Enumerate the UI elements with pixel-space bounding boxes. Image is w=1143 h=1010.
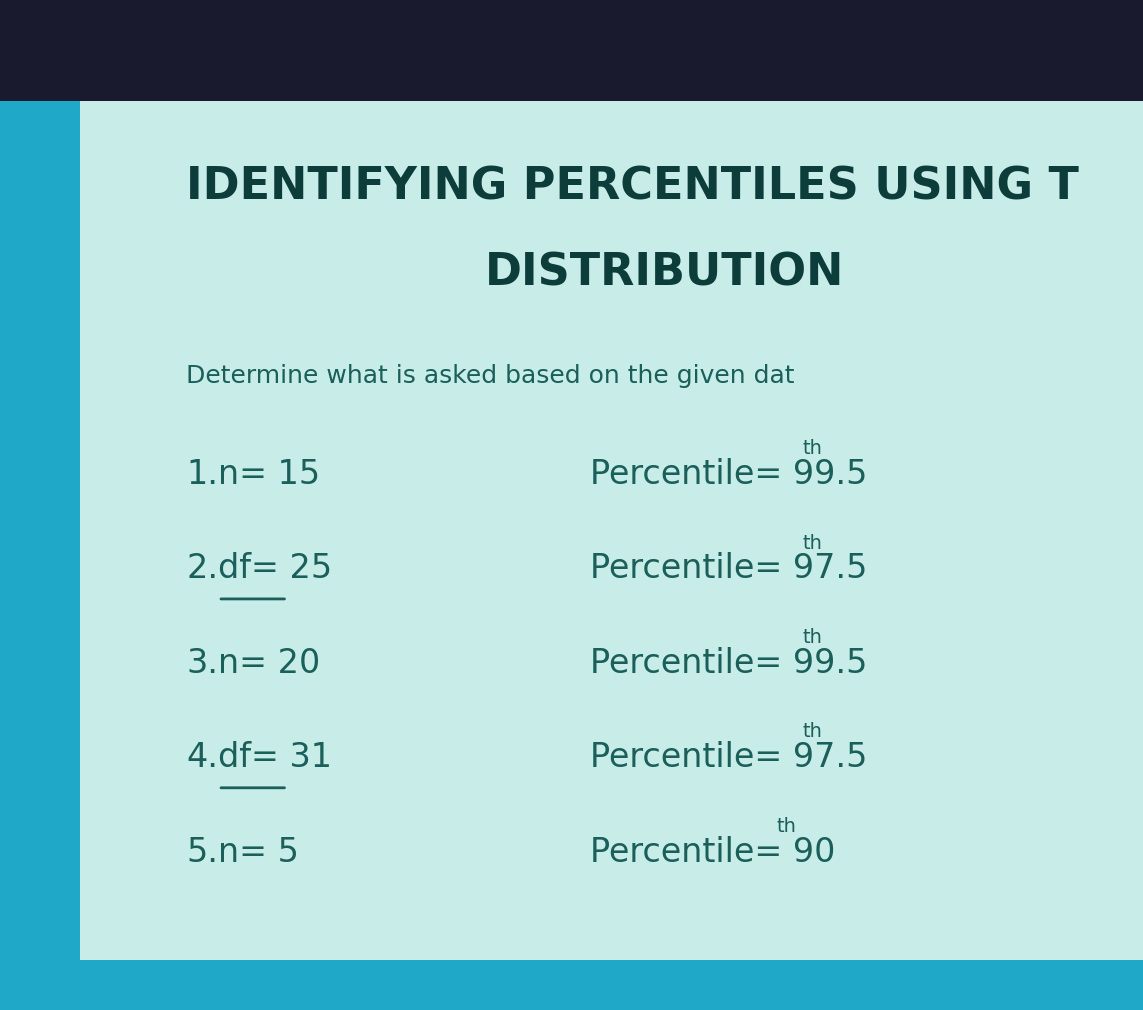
- Text: df= 31: df= 31: [218, 741, 333, 775]
- Text: th: th: [802, 628, 823, 647]
- Text: 5.: 5.: [186, 835, 218, 869]
- Text: 4.: 4.: [186, 741, 218, 775]
- Text: df= 25: df= 25: [218, 552, 333, 586]
- Text: th: th: [802, 533, 823, 552]
- Text: 2.: 2.: [186, 552, 218, 586]
- Text: th: th: [776, 817, 797, 836]
- Text: 3.: 3.: [186, 646, 218, 680]
- Text: Percentile= 90: Percentile= 90: [590, 835, 836, 869]
- Text: n= 5: n= 5: [218, 835, 299, 869]
- Text: Determine what is asked based on the given dat: Determine what is asked based on the giv…: [186, 364, 794, 388]
- Text: Percentile= 97.5: Percentile= 97.5: [590, 552, 868, 586]
- Text: Percentile= 99.5: Percentile= 99.5: [590, 646, 868, 680]
- Text: 1.: 1.: [186, 458, 218, 491]
- Text: Percentile= 99.5: Percentile= 99.5: [590, 458, 868, 491]
- Bar: [80, 101, 1143, 960]
- Text: DISTRIBUTION: DISTRIBUTION: [485, 251, 845, 294]
- Text: Percentile= 97.5: Percentile= 97.5: [590, 741, 868, 775]
- Text: th: th: [802, 722, 823, 741]
- Bar: [0, 960, 1143, 1010]
- Text: IDENTIFYING PERCENTILES USING T: IDENTIFYING PERCENTILES USING T: [186, 166, 1079, 208]
- Bar: [0, 101, 80, 1010]
- Text: n= 20: n= 20: [218, 646, 320, 680]
- Bar: [0, 0, 1143, 101]
- Text: n= 15: n= 15: [218, 458, 320, 491]
- Text: th: th: [802, 439, 823, 459]
